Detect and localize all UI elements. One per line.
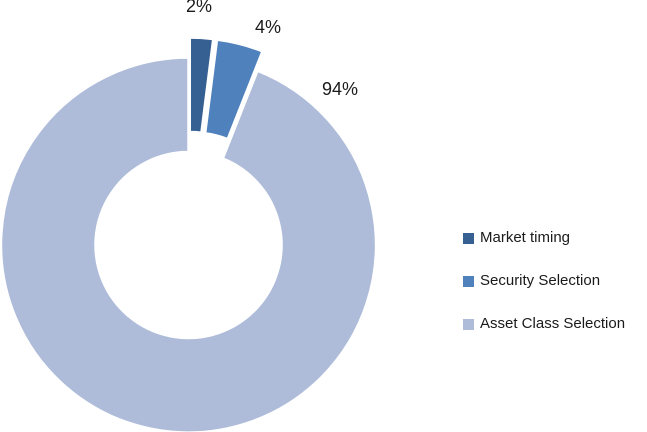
legend-item-security-selection: Security Selection — [463, 271, 600, 291]
legend-item-asset-class-selection: Asset Class Selection — [463, 314, 625, 334]
legend-label-security-selection: Security Selection — [480, 272, 601, 289]
pie-slice-security-selection — [203, 38, 265, 141]
legend-label-market-timing: Market timing — [480, 229, 571, 246]
legend-swatch-security-selection — [463, 275, 474, 287]
legend-swatch-market-timing — [463, 232, 474, 244]
pie-slice-market-timing — [188, 36, 215, 135]
data-label-market-timing: 2% — [186, 0, 213, 16]
legend-item-market-timing: Market timing — [463, 228, 570, 248]
pie-slice-asset-class-selection — [0, 56, 378, 432]
data-label-security-selection: 4% — [255, 17, 282, 37]
legend-label-asset-class-selection: Asset Class Selection — [480, 315, 626, 332]
data-label-asset-class-selection: 94% — [322, 79, 359, 99]
legend-swatch-asset-class-selection — [463, 318, 474, 330]
chart-legend: Market timing Security Selection Asset C… — [463, 0, 647, 432]
